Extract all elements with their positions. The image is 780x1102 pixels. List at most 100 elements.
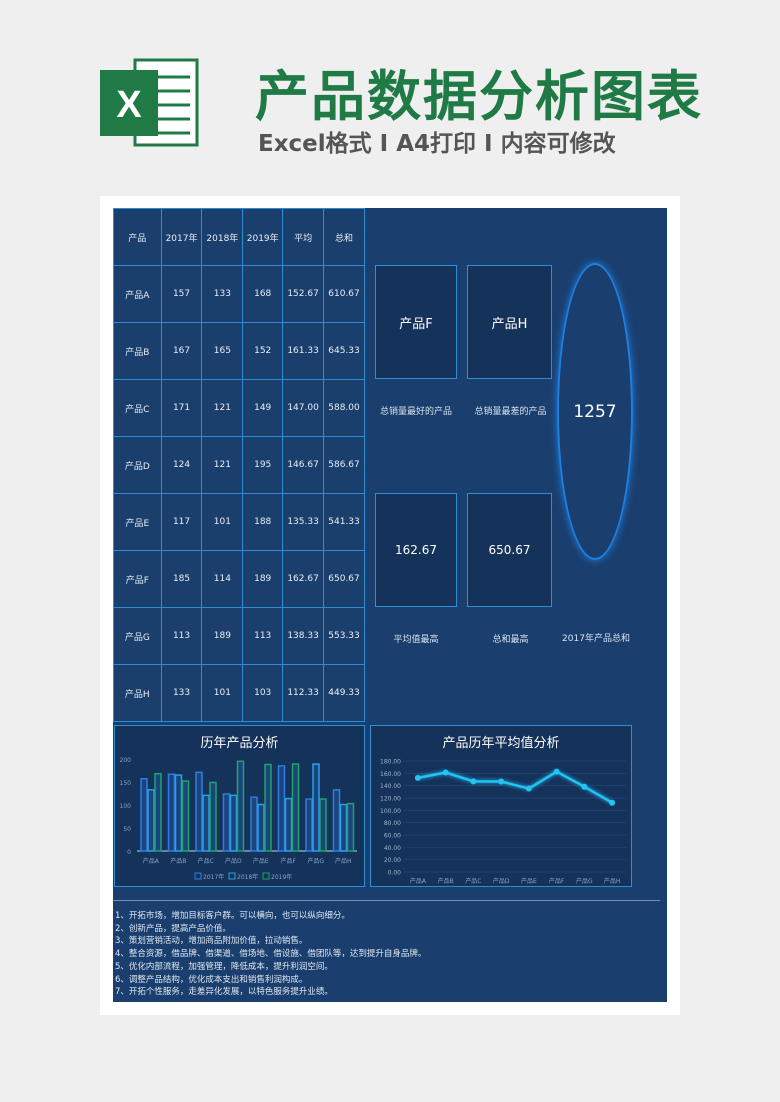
y-tick-label: 140.00 xyxy=(380,783,401,790)
x-tick-label: 产品E xyxy=(521,877,537,885)
bar xyxy=(332,789,341,852)
table-cell: 588.00 xyxy=(323,379,365,437)
y-tick-label: 160.00 xyxy=(380,771,401,778)
table-cell: 161.33 xyxy=(282,322,325,380)
legend-label: 2017年 xyxy=(203,873,224,881)
y-tick-label: 100.00 xyxy=(380,808,401,815)
table-cell: 114 xyxy=(201,550,244,608)
table-cell: 553.33 xyxy=(323,607,365,665)
table-cell: 147.00 xyxy=(282,379,325,437)
note-item: 7、开拓个性服务，走差异化发展，以特色服务提升业绩。 xyxy=(115,987,333,998)
table-cell: 650.67 xyxy=(323,550,365,608)
table-cell: 165 xyxy=(201,322,244,380)
table-row: 产品C 171 121 149 147.00 588.00 xyxy=(113,379,365,437)
y-tick-label: 100 xyxy=(120,803,132,810)
legend-label: 2019年 xyxy=(271,873,292,881)
table-cell: 103 xyxy=(242,664,284,722)
y-tick-label: 0 xyxy=(127,849,131,856)
data-point xyxy=(498,778,505,785)
bar xyxy=(229,794,238,852)
x-tick-label: 产品D xyxy=(225,857,242,865)
sum-max-label: 总和最高 xyxy=(492,635,529,645)
table-cell: 449.33 xyxy=(323,664,365,722)
note-item: 5、优化内部流程，加强管理，降低成本，提升利润空间。 xyxy=(115,961,333,972)
x-tick-label: 产品B xyxy=(438,877,454,885)
table-header-row: 产品 2017年 2018年 2019年 平均 总和 xyxy=(113,208,365,266)
bar xyxy=(339,803,348,852)
notes-list: 1、开拓市场，增加目标客户群。可以横向，也可以纵向细分。 2、创新产品，提高产品… xyxy=(115,910,426,999)
data-point xyxy=(581,783,588,790)
bar xyxy=(167,773,176,852)
table-header-cell: 2018年 xyxy=(201,208,244,266)
table-cell: 121 xyxy=(201,436,244,494)
table-cell: 101 xyxy=(201,493,244,551)
legend-swatch xyxy=(194,872,202,880)
table-cell: 产品E xyxy=(113,493,162,551)
table-cell: 产品G xyxy=(113,607,162,665)
table-cell: 113 xyxy=(160,607,203,665)
table-cell: 149 xyxy=(242,379,284,437)
table-cell: 157 xyxy=(160,265,203,323)
bar-chart: 历年产品分析 0 50 100 150 200 产品A 产品B 产品C 产品D 产品E 产品F 产品G… xyxy=(114,725,365,887)
line-chart: 产品历年平均值分析 0.00 20.00 40.00 60.00 80.00 100.00… xyxy=(370,725,632,887)
bar-chart-title: 历年产品分析 xyxy=(200,736,279,751)
x-tick-label: 产品F xyxy=(549,877,565,885)
table-row: 产品A 157 133 168 152.67 610.67 xyxy=(113,265,365,323)
table-cell: 146.67 xyxy=(282,436,325,494)
avg-max-box: 162.67 xyxy=(375,493,457,607)
bar xyxy=(147,789,155,852)
table-cell: 152 xyxy=(242,322,284,380)
bar xyxy=(291,763,300,852)
bar xyxy=(250,796,258,852)
table-cell: 138.33 xyxy=(282,607,325,665)
table-cell: 167 xyxy=(160,322,203,380)
table-header-cell: 总和 xyxy=(323,208,365,266)
table-cell: 产品C xyxy=(113,379,162,437)
table-cell: 产品H xyxy=(113,664,162,722)
x-tick-label: 产品A xyxy=(143,857,160,865)
worst-product-label: 总销量最差的产品 xyxy=(474,407,547,417)
data-point xyxy=(470,778,477,785)
data-point xyxy=(525,785,532,792)
table-cell: 645.33 xyxy=(323,322,365,380)
excel-logo-icon: X xyxy=(100,58,199,147)
bar xyxy=(209,781,217,852)
y-tick-label: 60.00 xyxy=(384,833,401,840)
x-tick-label: 产品C xyxy=(198,857,214,865)
data-point xyxy=(414,774,421,781)
table-row: 产品H 133 101 103 112.33 449.33 xyxy=(113,664,365,722)
table-cell: 189 xyxy=(201,607,244,665)
bar xyxy=(264,763,272,852)
bar xyxy=(154,772,162,852)
x-tick-label: 产品C xyxy=(465,877,481,885)
data-point xyxy=(553,768,560,775)
y-tick-label: 0.00 xyxy=(388,870,402,877)
legend-swatch xyxy=(228,872,236,880)
best-product-box: 产品F xyxy=(375,265,457,379)
table-cell: 产品A xyxy=(113,265,162,323)
table-header-cell: 平均 xyxy=(282,208,325,266)
bar xyxy=(174,774,183,852)
y-tick-label: 200 xyxy=(120,757,132,764)
table-cell: 产品B xyxy=(113,322,162,380)
total-2017-ellipse: 1257 xyxy=(557,263,633,560)
bar xyxy=(284,797,293,852)
table-cell: 113 xyxy=(242,607,284,665)
x-tick-label: 产品G xyxy=(576,877,593,885)
sum-max-box: 650.67 xyxy=(467,493,552,607)
table-cell: 112.33 xyxy=(282,664,325,722)
bar xyxy=(181,780,190,852)
total-2017-label: 2017年产品总和 xyxy=(562,634,630,644)
bar xyxy=(140,778,148,852)
table-cell: 162.67 xyxy=(282,550,325,608)
bar xyxy=(202,794,210,852)
table-row: 产品B 167 165 152 161.33 645.33 xyxy=(113,322,365,380)
y-tick-label: 180.00 xyxy=(380,759,401,766)
data-point xyxy=(609,799,616,806)
page-title: 产品数据分析图表 xyxy=(255,65,703,128)
table-cell: 101 xyxy=(201,664,244,722)
y-tick-label: 80.00 xyxy=(384,820,401,827)
table-header-cell: 产品 xyxy=(113,208,162,266)
note-item: 2、创新产品，提高产品价值。 xyxy=(115,923,231,934)
table-cell: 117 xyxy=(160,493,203,551)
